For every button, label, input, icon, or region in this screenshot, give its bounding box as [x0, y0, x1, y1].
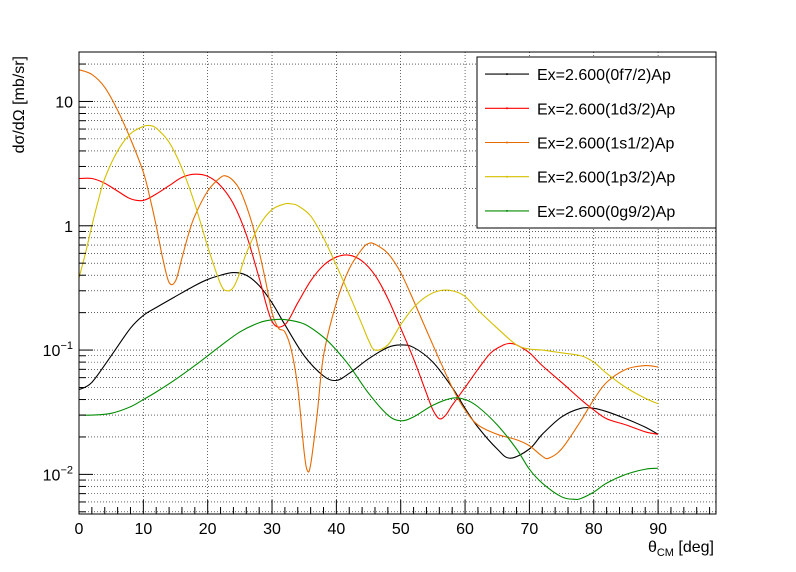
x-tick-label: 20 [199, 521, 217, 538]
legend: Ex=2.600(0f7/2)Ap Ex=2.600(1d3/2)Ap Ex=2.6… [476, 56, 717, 229]
legend-label-1: Ex=2.600(0f7/2)Ap [537, 67, 671, 84]
y-tick-label: 1 [64, 219, 73, 236]
series-layer [78, 69, 659, 501]
series-line-3 [78, 69, 659, 473]
x-axis-title: θCM [deg] [648, 539, 714, 559]
series-line-1 [78, 272, 659, 459]
y-tick-label: 10−2 [43, 464, 73, 484]
series-line-2 [78, 173, 659, 435]
x-tick-label: 60 [456, 521, 474, 538]
y-tick-label: 10 [55, 94, 73, 111]
legend-label-2: Ex=2.600(1d3/2)Ap [537, 101, 675, 118]
x-tick-label: 0 [75, 521, 84, 538]
legend-box [476, 56, 717, 229]
x-tick-labels: 0 10 20 30 40 50 60 70 80 90 [75, 521, 668, 538]
plot-frame [78, 51, 717, 515]
legend-marker-2 [506, 107, 508, 110]
x-tick-label: 90 [649, 521, 667, 538]
x-tick-label: 70 [521, 521, 539, 538]
axis-ticks [78, 63, 711, 514]
legend-marker-1 [506, 73, 508, 76]
legend-label-5: Ex=2.600(0g9/2)Ap [537, 204, 675, 221]
legend-marker-4 [506, 175, 508, 178]
legend-label-3: Ex=2.600(1s1/2)Ap [537, 136, 675, 153]
y-tick-labels: 10−2 10−1 1 10 [43, 94, 73, 484]
y-axis-title: dσ/dΩ [mb/sr] [11, 56, 28, 153]
legend-marker-3 [506, 141, 508, 144]
x-tick-label: 40 [327, 521, 345, 538]
y-tick-label: 10−1 [43, 340, 73, 360]
series-line-4 [78, 124, 659, 405]
x-tick-label: 50 [392, 521, 410, 538]
series-line-5 [78, 318, 659, 501]
legend-label-4: Ex=2.600(1p3/2)Ap [537, 170, 675, 187]
grid [79, 52, 716, 514]
x-tick-label: 30 [263, 521, 281, 538]
x-tick-label: 10 [134, 521, 152, 538]
x-tick-label: 80 [585, 521, 603, 538]
legend-marker-5 [506, 209, 508, 212]
